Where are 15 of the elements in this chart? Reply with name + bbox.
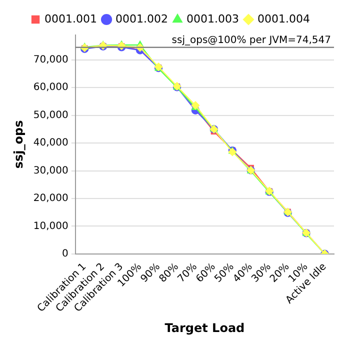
y-tick-label: 20,000 (33, 193, 68, 204)
legend-label: 0001.001 (44, 12, 98, 26)
ref-line-label: ssj_ops@100% per JVM=74,547 (172, 34, 331, 46)
legend-label: 0001.004 (257, 12, 310, 26)
y-tick-label: 0 (62, 248, 68, 260)
legend-label: 0001.002 (116, 12, 168, 26)
y-axis-title: ssj_ops (11, 120, 26, 169)
y-tick-label: 60,000 (33, 82, 68, 94)
y-tick-label: 40,000 (33, 138, 68, 149)
y-tick-label: 30,000 (33, 165, 68, 176)
legend-label: 0001.003 (186, 12, 239, 26)
y-tick-label: 10,000 (33, 220, 68, 232)
y-tick-label: 50,000 (33, 110, 68, 121)
y-tick-label: 70,000 (33, 54, 68, 66)
x-axis-title: Target Load (164, 320, 245, 335)
